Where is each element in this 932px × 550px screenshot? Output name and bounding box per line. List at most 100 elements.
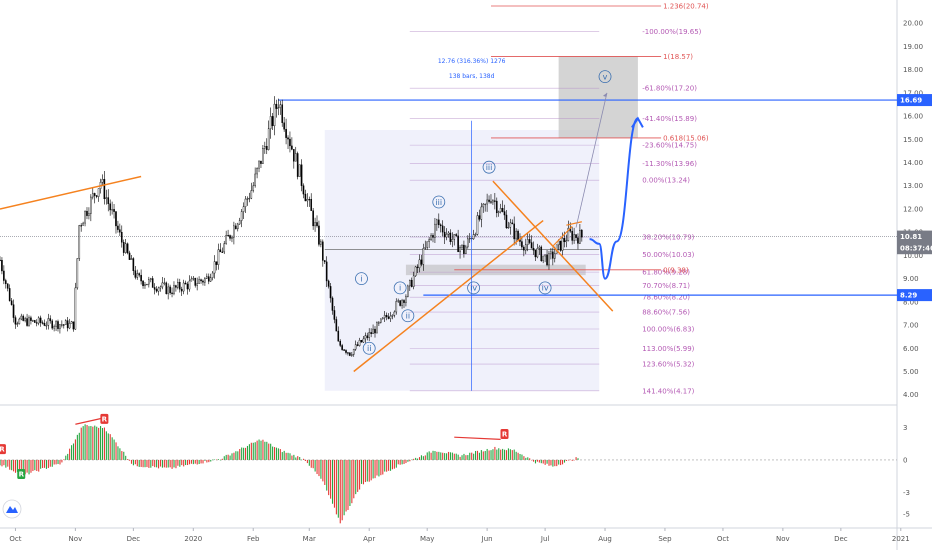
osc-bar: [161, 459, 163, 468]
osc-bar: [366, 459, 368, 482]
osc-bar: [331, 459, 334, 504]
osc-bar: [569, 459, 571, 461]
candle-body: [383, 315, 386, 319]
candle-body: [180, 288, 183, 292]
osc-marker-label: R: [102, 415, 108, 423]
candle-body: [221, 251, 224, 253]
osc-bar: [558, 459, 560, 465]
osc-bar: [397, 459, 399, 465]
candle-body: [49, 318, 52, 322]
price-marker-box: [897, 242, 932, 255]
osc-bar: [525, 457, 527, 460]
candle-body: [250, 190, 253, 199]
candle-body: [356, 344, 359, 346]
osc-bar: [418, 457, 421, 460]
target-zone: [558, 56, 638, 138]
osc-bar: [13, 459, 15, 472]
osc-tick-label: -3: [903, 489, 910, 497]
candle-body: [439, 224, 442, 227]
y-tick-label: 14.00: [903, 159, 923, 167]
candle-body: [194, 277, 197, 286]
osc-bar: [100, 426, 102, 460]
osc-bar: [357, 459, 359, 492]
osc-bar: [281, 452, 283, 460]
candle-body: [281, 104, 284, 123]
osc-bar: [252, 442, 254, 460]
wave-label-circle: [538, 281, 552, 295]
candle-body: [213, 261, 216, 274]
wave-label: iii: [435, 198, 442, 207]
wave-label-circle: [432, 195, 446, 209]
fib-retracement-label: -11.30%(13.96): [642, 160, 697, 168]
osc-bar: [279, 449, 281, 460]
osc-bar: [111, 437, 113, 460]
osc-marker-label: R: [19, 470, 25, 478]
osc-bar: [57, 459, 59, 465]
candle-body: [472, 234, 475, 240]
candle-body: [184, 282, 187, 285]
osc-bar: [556, 459, 558, 467]
osc-bar: [185, 459, 187, 466]
osc-bar: [260, 440, 262, 460]
candle-body: [407, 285, 409, 297]
osc-bar: [345, 459, 347, 512]
osc-bar: [244, 447, 247, 460]
osc-bar: [341, 459, 343, 521]
osc-bar: [492, 449, 494, 460]
osc-bar: [227, 454, 229, 460]
x-tick-label: 2021: [892, 535, 910, 543]
candle-body: [466, 238, 469, 248]
osc-bar: [107, 433, 109, 460]
y-tick-label: 4.00: [903, 391, 919, 399]
osc-bar: [461, 455, 463, 460]
osc-bar: [194, 459, 196, 464]
candle-body: [173, 285, 175, 294]
candle-body: [41, 322, 44, 324]
candle-body: [204, 278, 206, 283]
osc-bar: [562, 459, 564, 465]
osc-bar: [426, 452, 428, 460]
candle-body: [329, 286, 332, 299]
fib-extension-label: 0(9.38): [663, 266, 689, 274]
osc-bar: [285, 452, 287, 460]
candle-body: [476, 215, 479, 235]
candle-body: [318, 225, 320, 245]
osc-bar: [105, 431, 107, 460]
osc-bar: [376, 459, 378, 476]
osc-bar: [243, 447, 245, 460]
price-marker-label: 08:37:46: [900, 245, 932, 253]
osc-bar: [482, 451, 484, 460]
candle-body: [22, 315, 24, 321]
osc-bar: [22, 459, 24, 475]
osc-bar: [301, 459, 303, 461]
fib-retracement-label: 0.00%(13.24): [642, 177, 690, 185]
osc-bar: [360, 459, 363, 484]
candle-body: [279, 104, 282, 108]
fib-retracement-label: 78.60%(8.20): [642, 294, 690, 302]
projection-path: [589, 117, 639, 280]
candle-body: [412, 275, 415, 287]
osc-tick-label: 0: [903, 456, 907, 464]
candle-body: [378, 322, 380, 324]
candle-body: [236, 223, 239, 230]
x-tick-label: Oct: [717, 535, 729, 543]
osc-bar: [339, 459, 341, 524]
osc-bar: [26, 459, 28, 473]
osc-bar: [362, 459, 365, 485]
candle-body: [76, 258, 79, 289]
wave-label-circle: [362, 341, 376, 355]
candle-body: [557, 240, 560, 246]
candle-body: [0, 259, 1, 262]
candle-body: [20, 315, 23, 320]
candle-body: [148, 279, 150, 285]
osc-bar: [399, 459, 401, 465]
osc-bar: [159, 459, 162, 467]
candle-body: [511, 222, 514, 225]
candle-body: [322, 241, 324, 261]
osc-bar: [61, 459, 63, 463]
candle-body: [90, 196, 92, 214]
x-tick-label: 2020: [184, 535, 202, 543]
osc-bar: [24, 459, 26, 475]
osc-bar: [484, 451, 486, 460]
